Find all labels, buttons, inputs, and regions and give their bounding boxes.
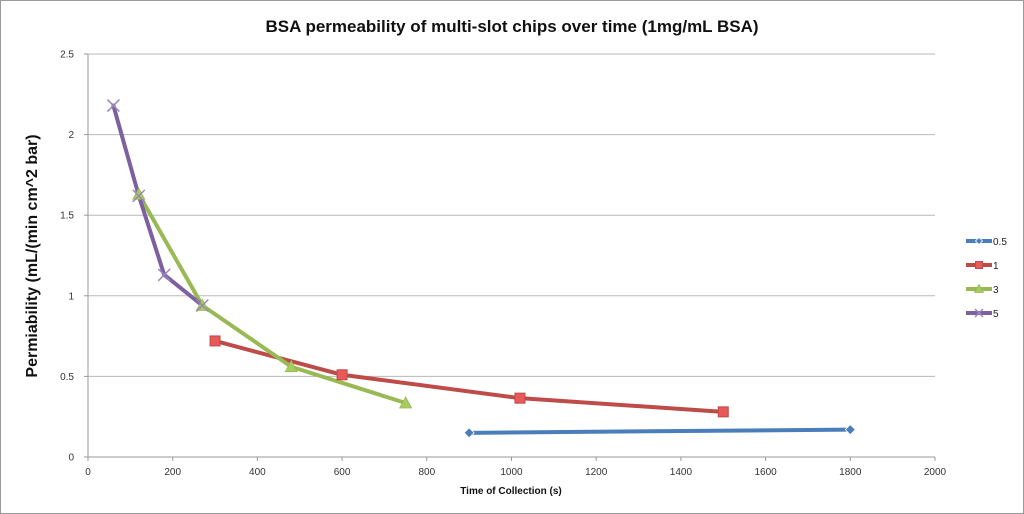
x-tick-label: 1200 xyxy=(585,467,608,478)
data-point-5 xyxy=(195,298,209,313)
x-axis-label: Time of Collection (s) xyxy=(460,486,562,497)
legend-marker-1 xyxy=(975,261,983,269)
x-tick-label: 1800 xyxy=(839,467,862,478)
series-line-0.5 xyxy=(467,427,853,435)
y-tick-label: 1.5 xyxy=(60,211,74,222)
data-point-1 xyxy=(514,392,526,404)
data-point-1 xyxy=(717,406,729,418)
y-tick-label: 0 xyxy=(68,453,74,464)
data-point-0.5 xyxy=(844,424,856,436)
legend-marker-0.5 xyxy=(974,236,984,246)
x-tick-label: 1600 xyxy=(754,467,777,478)
y-tick-label: 0.5 xyxy=(60,372,74,383)
x-tick-label: 1400 xyxy=(670,467,693,478)
x-tick-label: 0 xyxy=(85,467,91,478)
x-tick-label: 2000 xyxy=(924,467,947,478)
legend-label-1: 1 xyxy=(993,261,999,272)
y-tick-label: 2 xyxy=(68,130,74,141)
chart-title: BSA permeability of multi-slot chips ove… xyxy=(265,17,759,36)
x-tick-label: 1000 xyxy=(500,467,523,478)
series-line-5 xyxy=(111,103,205,308)
x-tick-label: 800 xyxy=(418,467,435,478)
x-tick-label: 400 xyxy=(249,467,266,478)
data-point-3 xyxy=(284,359,298,373)
legend-label-5: 5 xyxy=(993,309,999,320)
x-tick-label: 600 xyxy=(334,467,351,478)
data-point-5 xyxy=(106,99,120,113)
data-point-5 xyxy=(132,189,146,203)
y-tick-label: 1 xyxy=(68,291,74,302)
data-point-5 xyxy=(157,268,171,282)
legend-label-3: 3 xyxy=(993,285,999,296)
series-line-3 xyxy=(136,192,408,405)
data-point-0.5 xyxy=(463,427,475,439)
data-point-3 xyxy=(132,187,146,200)
data-point-1 xyxy=(336,369,348,381)
legend-marker-5 xyxy=(974,308,984,318)
legend-marker-3 xyxy=(973,283,985,293)
y-tick-label: 2.5 xyxy=(60,50,74,61)
x-tick-label: 200 xyxy=(164,467,181,478)
data-point-1 xyxy=(209,335,221,347)
legend-label-0.5: 0.5 xyxy=(993,237,1007,248)
data-point-3 xyxy=(398,396,413,409)
